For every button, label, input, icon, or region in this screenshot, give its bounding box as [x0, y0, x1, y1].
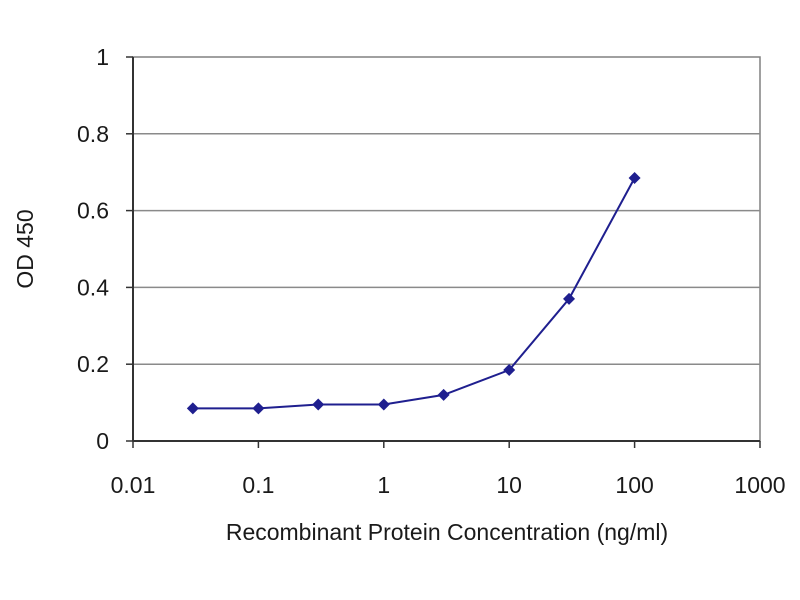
data-point — [503, 363, 516, 376]
data-point — [252, 402, 265, 415]
y-tick-label: 1 — [96, 44, 109, 70]
y-tick-label: 0.8 — [77, 121, 109, 147]
y-tick-labels: 0 0.2 0.4 0.6 0.8 1 — [77, 44, 109, 454]
x-tick-label: 0.01 — [111, 472, 156, 498]
x-tick-label: 0.1 — [242, 472, 274, 498]
plot-area — [132, 56, 761, 442]
data-point — [312, 398, 325, 411]
data-series — [186, 171, 641, 415]
x-tick-label: 1 — [377, 472, 390, 498]
data-point — [377, 398, 390, 411]
gridlines — [133, 133, 760, 365]
axes — [126, 56, 761, 448]
data-point — [437, 388, 450, 401]
data-point — [186, 402, 199, 415]
data-point — [628, 171, 641, 184]
x-tick-labels: 0.01 0.1 1 10 100 1000 — [111, 472, 786, 498]
x-tick-label: 10 — [496, 472, 522, 498]
y-axis-title: OD 450 — [12, 209, 38, 288]
y-tick-label: 0.6 — [77, 198, 109, 224]
x-tick-label: 100 — [615, 472, 653, 498]
x-axis-title: Recombinant Protein Concentration (ng/ml… — [226, 519, 668, 545]
y-tick-label: 0.4 — [77, 274, 109, 300]
y-tick-label: 0.2 — [77, 351, 109, 377]
x-tick-label: 1000 — [734, 472, 785, 498]
data-point — [563, 292, 576, 305]
series-line — [192, 177, 636, 410]
y-tick-label: 0 — [96, 428, 109, 454]
